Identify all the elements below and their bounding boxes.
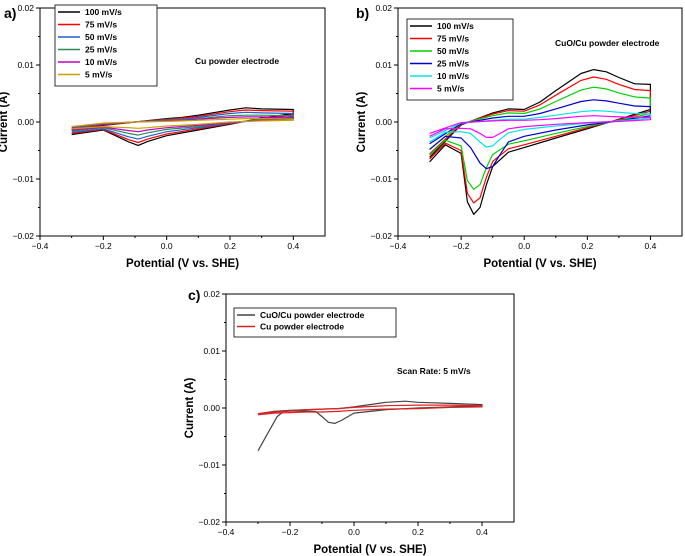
x-tick-label: −0.4 bbox=[32, 241, 49, 251]
y-tick-label: 0.02 bbox=[203, 289, 220, 299]
legend-box bbox=[54, 4, 158, 87]
x-axis-label: Potential (V vs. SHE) bbox=[313, 544, 426, 556]
legend-label: 10 mV/s bbox=[437, 71, 469, 81]
y-tick-label: −0.01 bbox=[12, 174, 34, 184]
x-axis-label: Potential (V vs. SHE) bbox=[126, 258, 239, 270]
legend-label: Cu powder electrode bbox=[260, 322, 344, 332]
y-axis-label: Current (A) bbox=[0, 91, 10, 152]
y-tick-label: 0.01 bbox=[203, 346, 220, 356]
legend-box bbox=[233, 307, 397, 338]
panel-label: b) bbox=[356, 5, 369, 21]
legend-label: 75 mV/s bbox=[437, 34, 469, 44]
chart-panel-b: b) −0.4 −0.2 0.0 0.2 0.4 −0.02 −0.01 0.00 0.01 0.0… bbox=[356, 3, 683, 270]
legend-label: 25 mV/s bbox=[437, 59, 469, 69]
legend-label: 5 mV/s bbox=[85, 70, 113, 80]
x-tick-label: −0.2 bbox=[282, 527, 299, 537]
panel-label: c) bbox=[188, 287, 200, 303]
y-tick-label: 0.00 bbox=[203, 403, 220, 413]
y-tick-label: 0.00 bbox=[375, 117, 392, 127]
legend-label: 100 mV/s bbox=[85, 7, 122, 17]
y-tick-label: −0.02 bbox=[198, 517, 220, 527]
x-tick-label: −0.4 bbox=[390, 241, 407, 251]
x-tick-label: 0.4 bbox=[287, 241, 299, 251]
x-tick-label: −0.2 bbox=[453, 241, 470, 251]
series-line-6 bbox=[429, 115, 651, 138]
x-tick-label: 0.0 bbox=[348, 527, 360, 537]
x-tick-label: 0.4 bbox=[645, 241, 657, 251]
series-line-1 bbox=[257, 400, 483, 452]
series-line-6 bbox=[71, 118, 294, 130]
panel-annotation: Scan Rate: 5 mV/s bbox=[397, 366, 471, 376]
legend-label: 100 mV/s bbox=[437, 21, 474, 31]
y-tick-label: 0.02 bbox=[375, 3, 392, 13]
x-tick-label: −0.2 bbox=[95, 241, 112, 251]
x-tick-label: 0.0 bbox=[518, 241, 530, 251]
panel-label: a) bbox=[4, 5, 16, 21]
y-tick-label: 0.01 bbox=[17, 60, 34, 70]
legend-label: 50 mV/s bbox=[437, 46, 469, 56]
legend-box bbox=[406, 18, 514, 101]
y-tick-label: 0.02 bbox=[17, 3, 34, 13]
y-axis-label: Current (A) bbox=[356, 91, 368, 152]
y-tick-label: −0.02 bbox=[370, 231, 392, 241]
x-tick-label: −0.4 bbox=[218, 527, 235, 537]
legend-label: 10 mV/s bbox=[85, 57, 117, 67]
x-tick-label: 0.2 bbox=[581, 241, 593, 251]
legend-label: CuO/Cu powder electrode bbox=[260, 310, 365, 320]
series-line-2 bbox=[257, 404, 483, 416]
legend-label: 75 mV/s bbox=[85, 20, 117, 30]
x-tick-label: 0.4 bbox=[476, 527, 488, 537]
x-tick-label: 0.2 bbox=[412, 527, 424, 537]
chart-panel-a: a) −0.4 −0.2 0.0 0.2 0.4 −0.02 −0.01 0.00 0.01 0.0… bbox=[0, 3, 326, 270]
panel-annotation: CuO/Cu powder electrode bbox=[555, 38, 660, 48]
y-tick-label: 0.00 bbox=[17, 117, 34, 127]
chart-panel-c: c) −0.4 −0.2 0.0 0.2 0.4 −0.02 −0.01 0.00 0.01 0.0… bbox=[184, 287, 515, 556]
y-tick-label: −0.01 bbox=[370, 174, 392, 184]
y-tick-label: −0.02 bbox=[12, 231, 34, 241]
y-tick-label: −0.01 bbox=[198, 460, 220, 470]
y-axis-label: Current (A) bbox=[184, 377, 196, 438]
legend-label: 50 mV/s bbox=[85, 32, 117, 42]
x-axis-label: Potential (V vs. SHE) bbox=[483, 258, 596, 270]
x-tick-label: 0.0 bbox=[161, 241, 173, 251]
legend-label: 25 mV/s bbox=[85, 45, 117, 55]
x-tick-label: 0.2 bbox=[224, 241, 236, 251]
legend-label: 5 mV/s bbox=[437, 84, 465, 94]
panel-annotation: Cu powder electrode bbox=[195, 56, 279, 66]
y-tick-label: 0.01 bbox=[375, 60, 392, 70]
